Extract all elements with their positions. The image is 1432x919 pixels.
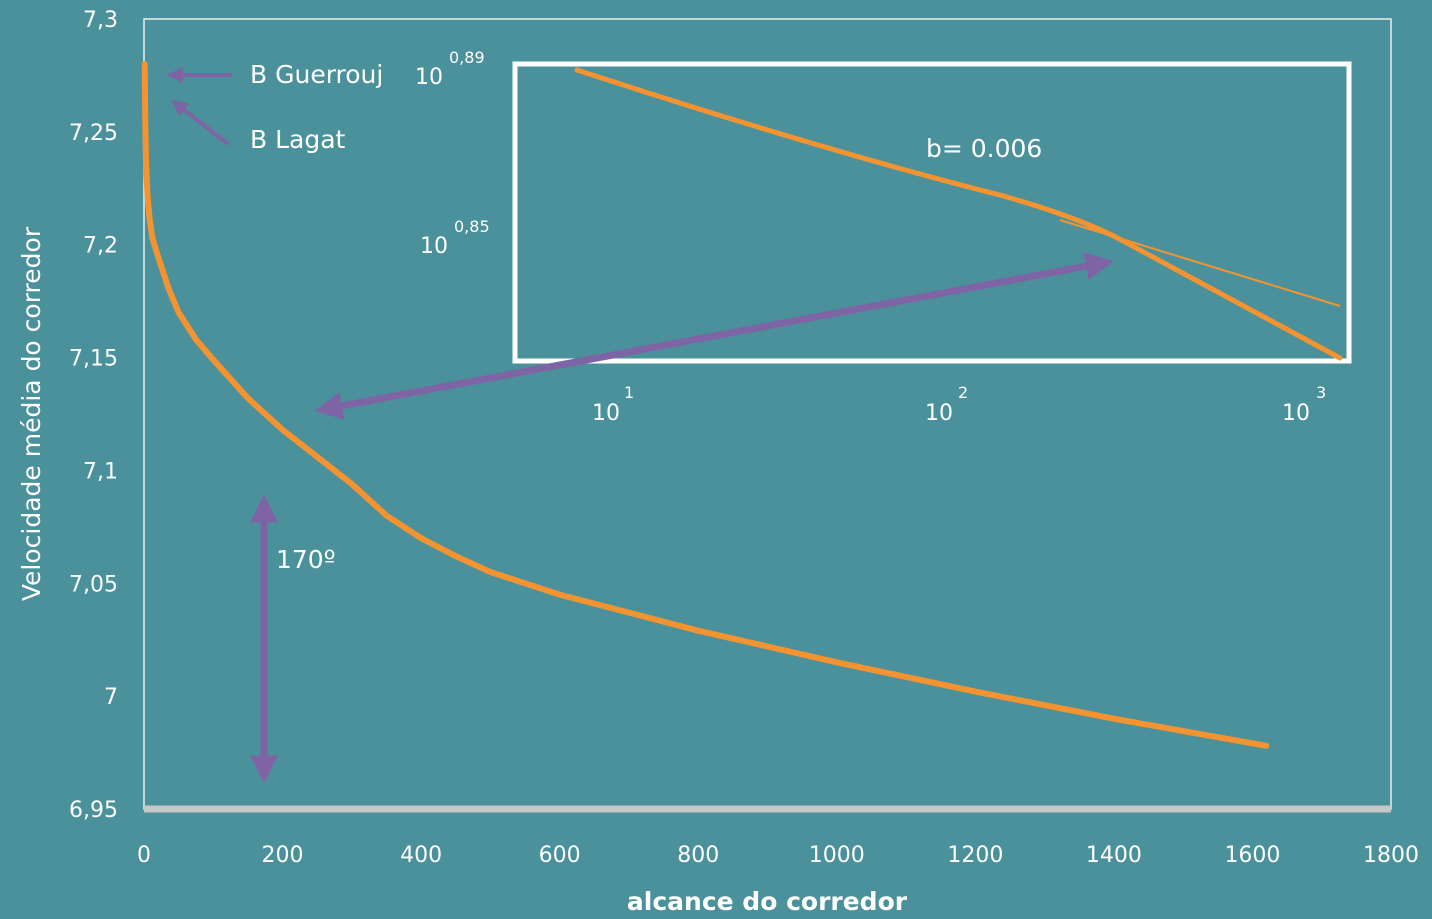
annotation-slope: b= 0.006 <box>926 134 1042 163</box>
x-tick-label: 800 <box>677 843 719 868</box>
inset-fit-line <box>1059 219 1341 307</box>
x-tick-label: 1000 <box>809 843 865 868</box>
y-tick-label: 7,25 <box>69 121 118 146</box>
inset-y-tick-1: 10 0,85 <box>420 217 490 259</box>
y-tick-label: 7,2 <box>83 234 118 259</box>
y-tick-label: 7 <box>104 685 118 710</box>
y-tick-labels: 6,95 7 7,05 7,1 7,15 7,2 7,25 7,3 <box>69 8 118 823</box>
x-tick-label: 400 <box>400 843 442 868</box>
svg-text:3: 3 <box>1316 383 1326 402</box>
x-tick-label: 1800 <box>1363 843 1419 868</box>
inset-x-tick-0: 10 1 <box>592 383 634 426</box>
x-tick-label: 600 <box>539 843 581 868</box>
svg-text:10: 10 <box>415 65 443 90</box>
y-tick-label: 7,3 <box>83 8 118 33</box>
y-tick-label: 7,05 <box>69 572 118 597</box>
y-tick-label: 7,15 <box>69 347 118 372</box>
annotation-lagat: B Lagat <box>250 125 346 154</box>
x-tick-label: 1600 <box>1224 843 1280 868</box>
svg-text:10: 10 <box>1282 401 1310 426</box>
x-tick-label: 0 <box>137 843 151 868</box>
annotation-guerrouj: B Guerrouj <box>250 60 383 89</box>
svg-text:10: 10 <box>420 234 448 259</box>
x-tick-labels: 0 200 400 600 800 1000 1200 1400 1600 1800 <box>137 843 1419 868</box>
inset-x-tick-2: 10 3 <box>1282 383 1326 426</box>
inset-y-tick-0: 10 0,89 <box>415 48 485 90</box>
y-tick-label: 7,1 <box>83 459 118 484</box>
svg-text:2: 2 <box>958 383 968 402</box>
inset-link-arrow <box>314 252 1114 420</box>
x-axis-title: alcance do corredor <box>627 887 908 916</box>
svg-text:0,85: 0,85 <box>454 217 490 236</box>
series-line <box>141 61 1270 749</box>
svg-text:10: 10 <box>592 401 620 426</box>
y-axis-title: Velocidade média do corredor <box>17 226 46 601</box>
x-tick-label: 1200 <box>947 843 1003 868</box>
svg-text:1: 1 <box>624 383 634 402</box>
lagat-arrow <box>171 100 230 146</box>
svg-text:0,89: 0,89 <box>449 48 485 67</box>
inset-curve <box>574 67 1343 361</box>
y-tick-label: 6,95 <box>69 798 118 823</box>
x-tick-label: 200 <box>262 843 304 868</box>
inset-box <box>512 61 1352 364</box>
annotation-angle: 170º <box>276 545 336 574</box>
inset-x-tick-1: 10 2 <box>925 383 968 426</box>
x-tick-label: 1400 <box>1086 843 1142 868</box>
svg-text:10: 10 <box>925 401 953 426</box>
